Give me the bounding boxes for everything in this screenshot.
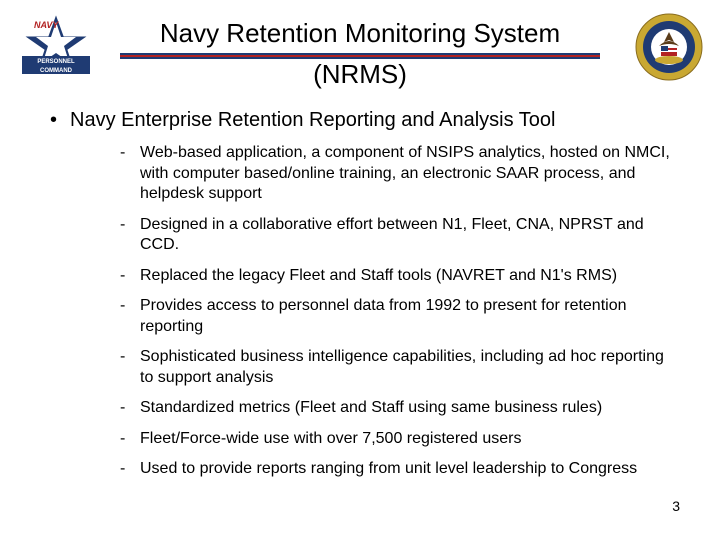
title-divider <box>120 53 600 59</box>
sub-bullet-text: Web-based application, a component of NS… <box>140 144 670 202</box>
sub-bullet-text: Fleet/Force-wide use with over 7,500 reg… <box>140 430 522 447</box>
sub-bullet: Designed in a collaborative effort betwe… <box>118 215 674 256</box>
page-number: 3 <box>672 498 680 514</box>
sub-bullet-text: Standardized metrics (Fleet and Staff us… <box>140 399 602 416</box>
sub-bullet-text: Replaced the legacy Fleet and Staff tool… <box>140 267 617 284</box>
sub-bullet: Used to provide reports ranging from uni… <box>118 459 674 479</box>
svg-text:NAVY: NAVY <box>34 20 59 30</box>
slide-content: Navy Enterprise Retention Reporting and … <box>40 108 680 479</box>
main-bullet-text: Navy Enterprise Retention Reporting and … <box>70 109 555 131</box>
navy-seal-icon <box>634 12 704 82</box>
sub-bullet: Web-based application, a component of NS… <box>118 143 674 204</box>
sub-bullet: Replaced the legacy Fleet and Staff tool… <box>118 266 674 286</box>
bullet-list-level1: Navy Enterprise Retention Reporting and … <box>46 108 674 479</box>
main-bullet: Navy Enterprise Retention Reporting and … <box>46 108 674 479</box>
sub-bullet-text: Designed in a collaborative effort betwe… <box>140 216 644 253</box>
slide-title-line2: (NRMS) <box>120 59 600 90</box>
us-navy-seal <box>634 12 704 82</box>
sub-bullet: Provides access to personnel data from 1… <box>118 296 674 337</box>
sub-bullet: Standardized metrics (Fleet and Staff us… <box>118 398 674 418</box>
sub-bullet-text: Used to provide reports ranging from uni… <box>140 460 637 477</box>
svg-text:PERSONNEL: PERSONNEL <box>37 59 75 65</box>
slide-title-line1: Navy Retention Monitoring System <box>120 18 600 49</box>
sub-bullet-text: Provides access to personnel data from 1… <box>140 297 627 334</box>
svg-text:COMMAND: COMMAND <box>40 68 73 74</box>
bullet-list-level2: Web-based application, a component of NS… <box>118 143 674 479</box>
sub-bullet: Fleet/Force-wide use with over 7,500 reg… <box>118 429 674 449</box>
sub-bullet-text: Sophisticated business intelligence capa… <box>140 348 664 385</box>
star-logo-icon: PERSONNEL COMMAND NAVY <box>16 12 96 82</box>
slide: PERSONNEL COMMAND NAVY Navy Retention Mo… <box>0 0 720 540</box>
sub-bullet: Sophisticated business intelligence capa… <box>118 347 674 388</box>
navy-personnel-command-logo: PERSONNEL COMMAND NAVY <box>16 12 96 82</box>
divider-bar-bottom <box>120 57 600 59</box>
slide-header: PERSONNEL COMMAND NAVY Navy Retention Mo… <box>40 18 680 90</box>
